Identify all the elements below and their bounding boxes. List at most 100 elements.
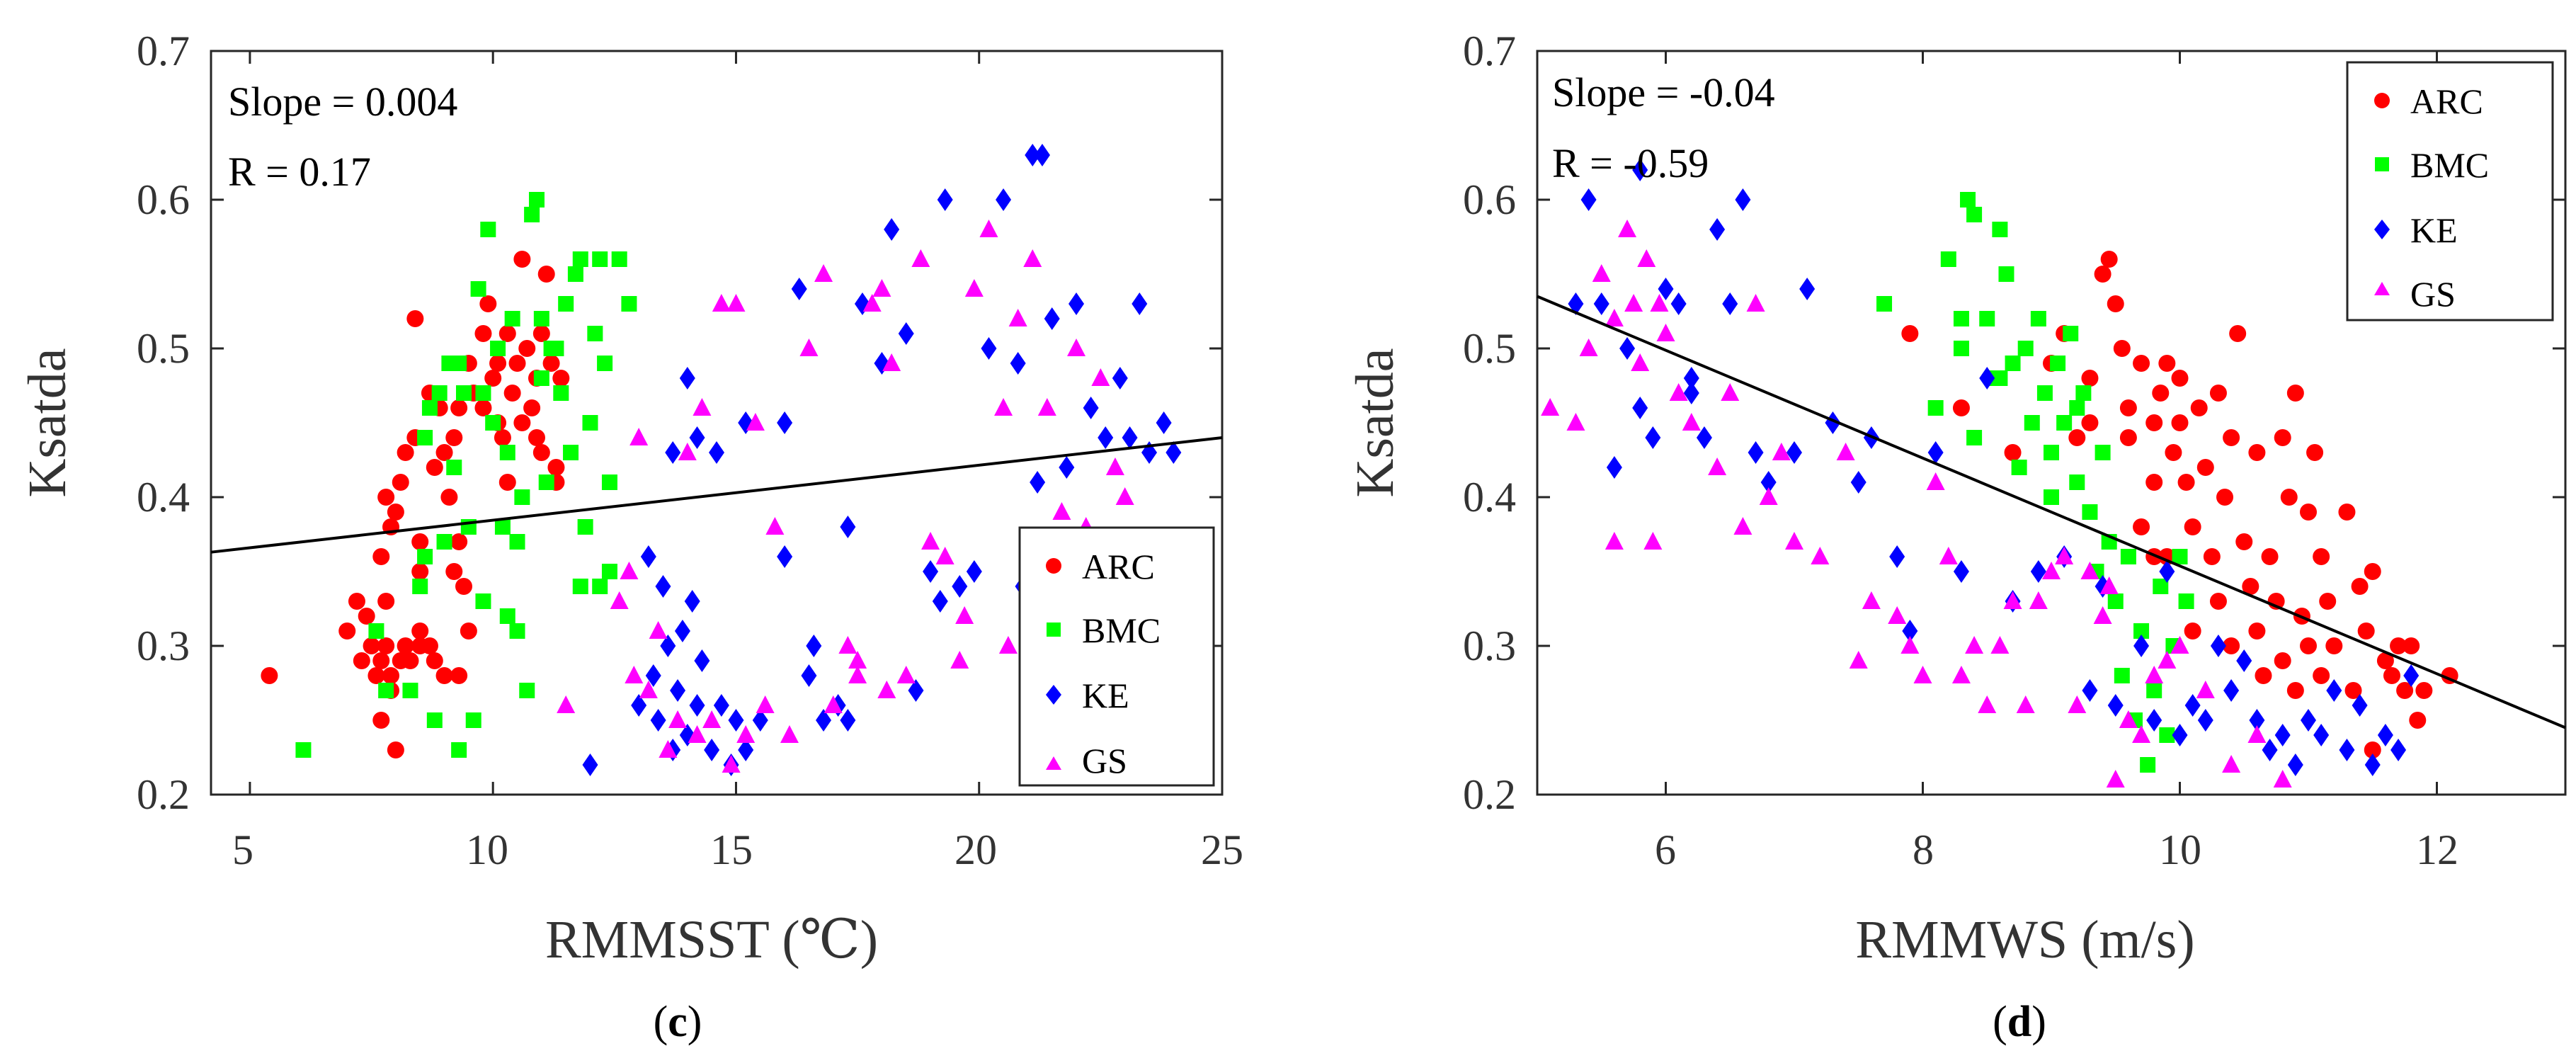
gs-point: [2273, 770, 2292, 788]
arc-point: [421, 637, 438, 654]
ke-point: [996, 188, 1012, 211]
ke-point: [777, 411, 793, 434]
y-axis-label-c: Ksatda: [18, 348, 77, 497]
bmc-point: [2044, 489, 2059, 505]
arc-point: [2133, 355, 2150, 372]
legend-marker-gs: [2374, 282, 2390, 295]
gs-point: [1785, 532, 1803, 550]
legend-label-arc: ARC: [2410, 81, 2483, 121]
arc-point: [2216, 489, 2234, 506]
arc-point: [372, 548, 390, 565]
ke-point: [1132, 292, 1148, 315]
slope-annotation-d: Slope = -0.04: [1552, 69, 1775, 115]
ke-point: [689, 426, 705, 449]
arc-point: [2415, 682, 2433, 699]
gs-point: [702, 710, 722, 728]
ke-point: [1799, 278, 1816, 300]
gs-point: [896, 666, 916, 683]
ke-point: [1683, 367, 1699, 390]
bmc-point: [412, 579, 428, 594]
arc-point: [353, 652, 370, 669]
arc-point: [2396, 682, 2414, 699]
gs-point: [2132, 725, 2151, 743]
ke-point: [898, 322, 914, 345]
ke-point: [1889, 545, 1905, 568]
gs-point: [1656, 324, 1675, 341]
gs-point: [838, 636, 857, 654]
arc-point: [2152, 385, 2170, 402]
tick-marks-c: [211, 50, 1224, 796]
x-tick-label: 5: [232, 826, 253, 873]
bmc-point: [2036, 385, 2053, 401]
gs-point: [722, 755, 741, 773]
ke-point: [1658, 278, 1674, 300]
legend-marker-ke: [1046, 685, 1061, 705]
arc-point: [2235, 533, 2253, 550]
ke-point: [2352, 694, 2368, 717]
arc-point: [2248, 623, 2266, 639]
gs-point: [1631, 353, 1650, 371]
gs-point: [921, 532, 940, 550]
y-tick-label: 0.2: [137, 771, 190, 818]
gs-point: [2196, 681, 2215, 698]
r-annotation-d: R = -0.59: [1552, 140, 1709, 186]
gs-point: [1669, 383, 1688, 401]
bmc-point: [417, 549, 433, 564]
bmc-point: [2146, 683, 2162, 698]
ke-point: [1034, 144, 1050, 166]
bmc-point: [402, 683, 418, 698]
bmc-point: [2153, 579, 2169, 594]
bmc-point: [597, 356, 613, 371]
arc-point: [2119, 429, 2137, 446]
arc-point: [2133, 518, 2150, 535]
bmc-point: [1927, 400, 1944, 416]
ke-point: [2146, 709, 2162, 732]
arc-point: [2223, 637, 2240, 654]
bmc-point: [2063, 326, 2079, 341]
ke-point: [1786, 441, 1802, 464]
arc-point: [2113, 340, 2131, 357]
gs-point: [1541, 398, 1560, 416]
y-tick-label: 0.5: [1463, 325, 1516, 372]
arc-point: [435, 444, 453, 461]
arc-point: [358, 608, 375, 625]
ke-point: [937, 188, 953, 211]
gs-point: [862, 294, 882, 312]
gs-point: [1862, 591, 1881, 609]
arc-point: [2145, 474, 2163, 491]
arc-point: [382, 667, 400, 684]
bmc-point: [2069, 400, 2085, 416]
ke-point: [2390, 739, 2407, 761]
ke-point: [738, 739, 754, 761]
legend-marker-bmc: [1047, 623, 1061, 637]
x-tick-labels-c: 5 10 15 20 25: [232, 826, 1243, 873]
arc-point: [2338, 504, 2356, 521]
x-axis-label-d: RMMWS (m/s): [1855, 910, 2194, 970]
ke-point: [694, 649, 710, 672]
bmc-point: [509, 534, 525, 550]
arc-point: [2145, 414, 2163, 431]
bmc-point: [1876, 296, 1893, 312]
x-tick-label: 20: [954, 826, 997, 873]
gs-point: [712, 294, 731, 312]
ke-point: [1760, 471, 1777, 494]
ke-point: [1025, 144, 1041, 166]
bmc-point: [2114, 668, 2130, 683]
arc-point: [2274, 652, 2291, 669]
gs-point: [1682, 413, 1701, 431]
arc-point: [455, 578, 472, 595]
gs-point: [2042, 562, 2061, 579]
gs-point: [848, 666, 867, 683]
gs-point: [1811, 547, 1830, 564]
arc-point: [479, 295, 497, 312]
gs-point: [2106, 770, 2125, 788]
y-tick-label: 0.6: [1463, 176, 1516, 223]
arc-point: [2119, 399, 2137, 416]
gs-point: [1951, 666, 1971, 683]
arc-point: [445, 429, 463, 446]
gs-point: [2003, 591, 2022, 609]
gs-point: [823, 695, 843, 713]
ke-point: [1606, 456, 1622, 479]
gs-point: [625, 666, 644, 683]
arc-point: [2261, 548, 2279, 565]
